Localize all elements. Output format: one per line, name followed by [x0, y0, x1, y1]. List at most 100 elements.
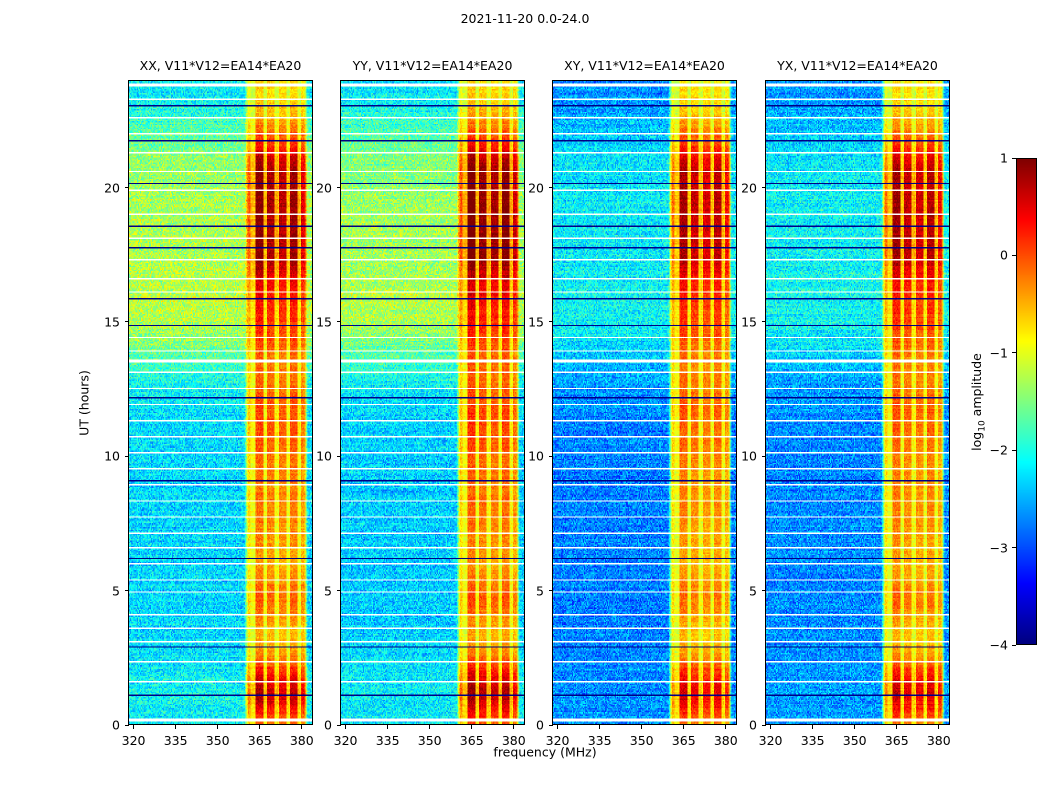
y-axis-label: UT (hours) [76, 370, 92, 436]
x-tick-mark [641, 725, 643, 729]
y-tick-label-5-p3: 5 [749, 583, 757, 599]
heatmap-panel-yx [765, 80, 950, 725]
colorbar-tick-label-4: −3 [989, 540, 1008, 556]
y-tick-label-5-p2: 5 [536, 583, 544, 599]
figure-suptitle: 2021-11-20 0.0-24.0 [460, 11, 590, 26]
panel-title-yx: YX, V11*V12=EA14*EA20 [777, 58, 938, 73]
x-tick-label-335-p3: 335 [800, 733, 825, 748]
x-tick-label-365-p0: 365 [247, 733, 272, 748]
x-tick-mark [683, 725, 685, 729]
heatmap-panel-yy [340, 80, 525, 725]
y-tick-mark [336, 590, 341, 592]
panel-title-yy: YY, V11*V12=EA14*EA20 [352, 58, 513, 73]
colorbar-label: log10 amplitude [969, 353, 988, 451]
y-tick-label-0-p2: 0 [536, 717, 544, 733]
x-tick-mark [345, 725, 347, 729]
y-tick-label-10-p1: 10 [316, 448, 332, 464]
x-tick-label-320-p1: 320 [333, 733, 358, 748]
colorbar-tick-mark [1012, 644, 1016, 646]
y-tick-label-5-p0: 5 [112, 583, 120, 599]
x-tick-label-365-p3: 365 [884, 733, 909, 748]
y-tick-mark [548, 321, 553, 323]
x-tick-label-380-p2: 380 [713, 733, 738, 748]
x-tick-label-365-p2: 365 [671, 733, 696, 748]
colorbar-tick-mark [1012, 254, 1016, 256]
x-tick-mark [471, 725, 473, 729]
x-tick-label-380-p1: 380 [501, 733, 526, 748]
y-tick-mark [548, 724, 553, 726]
y-tick-mark [548, 187, 553, 188]
x-tick-mark [557, 725, 559, 729]
x-tick-mark [599, 725, 601, 729]
x-axis-label: frequency (MHz) [493, 744, 597, 760]
y-tick-mark [336, 724, 341, 726]
colorbar-tick-label-3: −2 [989, 442, 1008, 458]
x-tick-label-380-p0: 380 [289, 733, 314, 748]
y-tick-label-15-p3: 15 [741, 314, 757, 330]
y-tick-mark [548, 455, 553, 457]
x-tick-mark [175, 725, 177, 729]
colorbar-tick-mark [1012, 449, 1016, 451]
x-tick-mark [429, 725, 431, 729]
y-tick-label-20-p0: 20 [104, 180, 120, 195]
y-tick-label-10-p3: 10 [741, 448, 757, 464]
x-tick-label-320-p2: 320 [545, 733, 570, 748]
y-tick-label-5-p1: 5 [324, 583, 332, 599]
x-tick-label-350-p0: 350 [205, 733, 230, 748]
x-tick-mark [387, 725, 389, 729]
y-tick-label-20-p1: 20 [316, 180, 332, 195]
x-tick-mark [259, 725, 261, 729]
x-tick-label-365-p1: 365 [459, 733, 484, 748]
colorbar-tick-label-5: −4 [989, 637, 1008, 653]
y-tick-mark [124, 724, 129, 726]
y-tick-label-20-p2: 20 [528, 180, 544, 195]
x-tick-label-320-p3: 320 [758, 733, 783, 748]
x-tick-mark [938, 725, 940, 729]
x-tick-label-335-p0: 335 [163, 733, 188, 748]
heatmap-panel-xx [128, 80, 313, 725]
colorbar-tick-mark [1012, 157, 1016, 159]
y-tick-mark [336, 321, 341, 323]
x-tick-mark [513, 725, 515, 729]
y-tick-label-0-p1: 0 [324, 717, 332, 733]
colorbar-tick-mark [1012, 352, 1016, 354]
y-tick-mark [761, 590, 766, 592]
x-tick-label-380-p3: 380 [926, 733, 951, 748]
y-tick-mark [761, 187, 766, 188]
panel-title-xy: XY, V11*V12=EA14*EA20 [564, 58, 725, 73]
x-tick-mark [725, 725, 727, 729]
y-tick-label-15-p2: 15 [528, 314, 544, 330]
heatmap-panel-xy [552, 80, 737, 725]
x-tick-label-335-p1: 335 [375, 733, 400, 748]
y-tick-mark [336, 187, 341, 188]
x-tick-label-350-p1: 350 [417, 733, 442, 748]
colorbar-label-text: log10 amplitude [968, 353, 988, 451]
y-tick-mark [761, 321, 766, 323]
y-tick-label-0-p0: 0 [112, 717, 120, 733]
y-tick-mark [124, 590, 129, 592]
y-tick-label-0-p3: 0 [749, 717, 757, 733]
colorbar [1016, 158, 1037, 645]
y-tick-mark [761, 455, 766, 457]
y-tick-mark [124, 455, 129, 457]
colorbar-tick-label-1: 0 [1000, 247, 1008, 263]
y-tick-label-10-p0: 10 [104, 448, 120, 464]
x-tick-label-350-p3: 350 [842, 733, 867, 748]
x-tick-label-335-p2: 335 [587, 733, 612, 748]
y-tick-label-15-p0: 15 [104, 314, 120, 330]
colorbar-tick-mark [1012, 547, 1016, 549]
x-tick-label-350-p2: 350 [629, 733, 654, 748]
x-tick-mark [133, 725, 135, 729]
y-tick-mark [336, 455, 341, 457]
panel-title-xx: XX, V11*V12=EA14*EA20 [139, 58, 302, 73]
y-tick-mark [761, 724, 766, 726]
x-tick-mark [217, 725, 219, 729]
x-tick-mark [896, 725, 898, 729]
x-tick-mark [770, 725, 772, 729]
y-tick-label-15-p1: 15 [316, 314, 332, 330]
y-tick-label-20-p3: 20 [741, 180, 757, 195]
y-tick-mark [124, 187, 129, 188]
x-tick-mark [812, 725, 814, 729]
colorbar-tick-label-0: 1 [1000, 150, 1008, 166]
